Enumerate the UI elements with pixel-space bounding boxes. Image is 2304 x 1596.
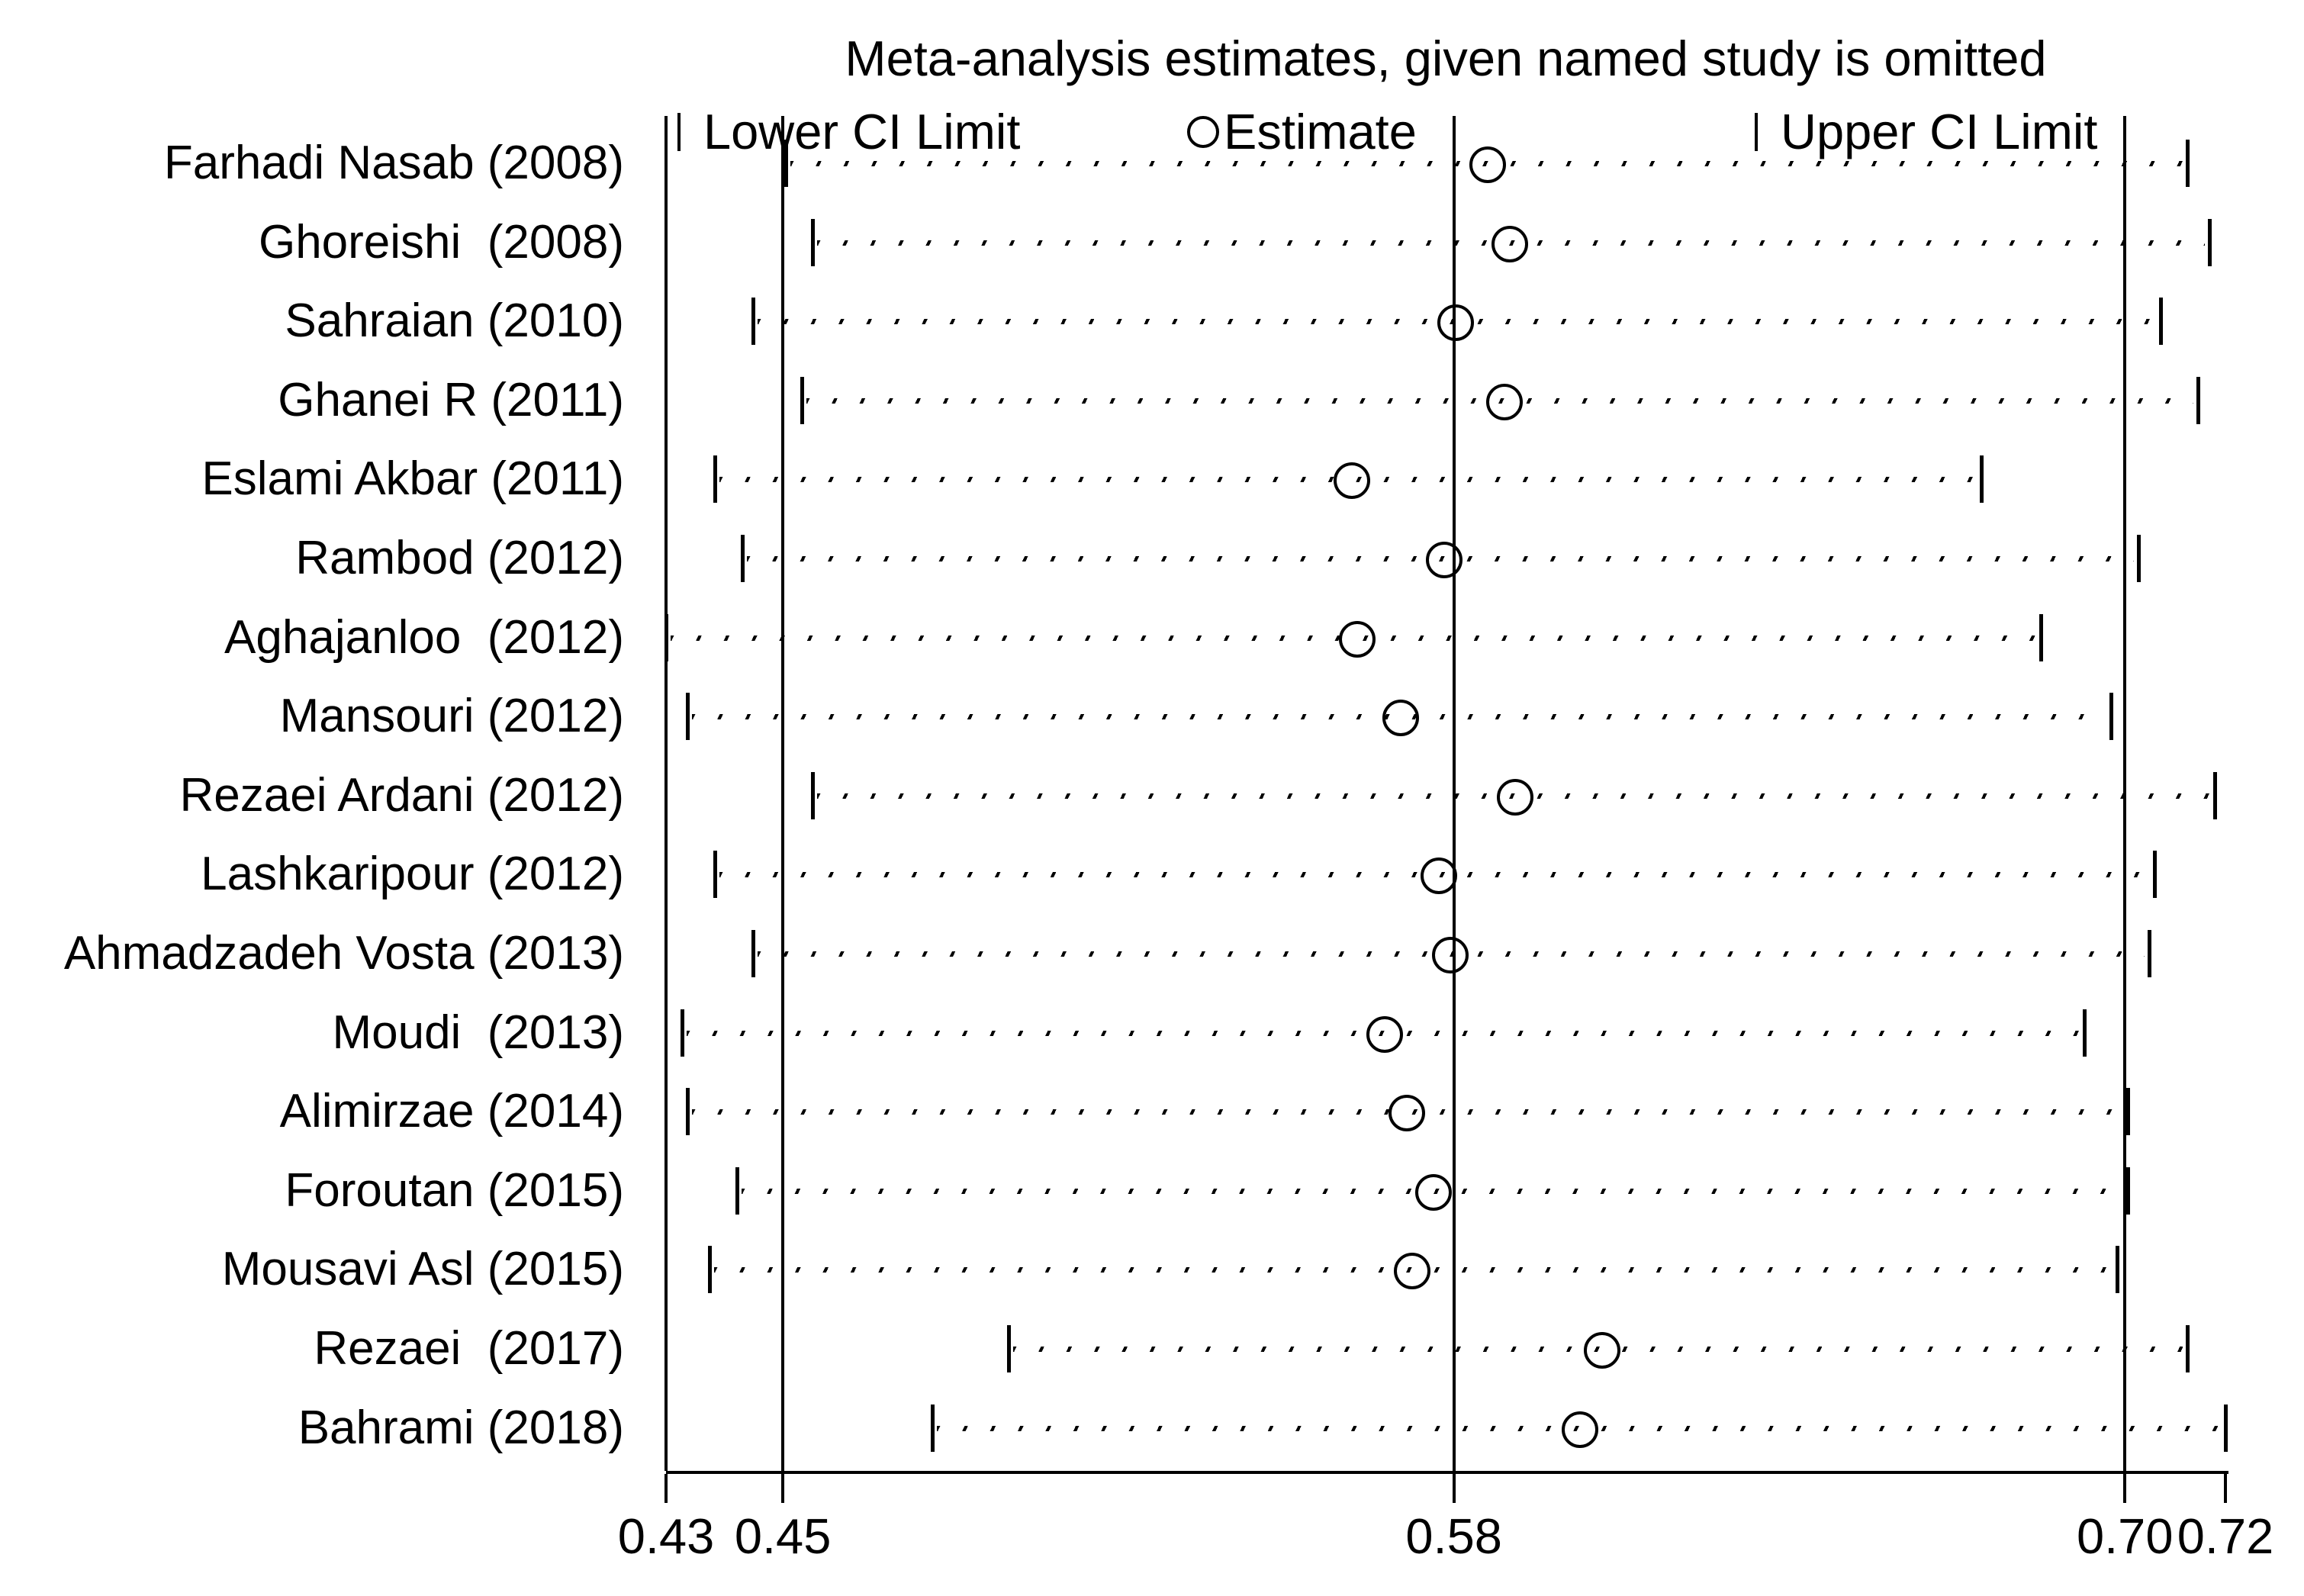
study-label: Rezaei (2017) (314, 1322, 624, 1375)
chart-title: Meta-analysis estimates, given named stu… (845, 31, 2047, 86)
lower-ci-tick (686, 1088, 690, 1136)
upper-ci-tick (2186, 140, 2190, 187)
estimate-circle (1431, 937, 1469, 973)
reference-line (781, 116, 785, 1471)
lower-ci-tick (1006, 1325, 1011, 1372)
x-axis-tick-label: 0.72 (2177, 1508, 2274, 1564)
upper-ci-tick (2224, 1404, 2228, 1452)
estimate-circle (1469, 146, 1507, 183)
upper-ci-tick (2125, 1166, 2130, 1215)
study-label: Alimirzae (2014) (279, 1085, 624, 1138)
study-label: Mousavi Asl (2015) (221, 1243, 624, 1296)
x-axis-tick-label: 0.43 (617, 1508, 715, 1564)
study-label: Moudi (2013) (332, 1006, 624, 1059)
lower-ci-tick (686, 693, 690, 741)
lower-ci-tick (811, 218, 816, 266)
lower-ci-tick (713, 455, 718, 504)
reference-line (664, 116, 668, 1471)
upper-ci-tick (2115, 1246, 2119, 1294)
estimate-circle (1485, 383, 1523, 420)
x-axis-tick-label: 0.58 (1405, 1508, 1502, 1564)
study-label: Rambod (2012) (295, 532, 624, 584)
study-label: Ghanei R (2011) (278, 373, 624, 426)
study-label: Lashkaripour (2012) (201, 848, 624, 901)
estimate-circle (1583, 1332, 1620, 1369)
study-label: Aghajanloo (2012) (224, 610, 624, 664)
lower-ci-tick (930, 1404, 935, 1452)
x-axis-tick (1452, 1474, 1456, 1503)
estimate-circle (1497, 778, 1534, 816)
upper-ci-tick (2109, 693, 2114, 741)
upper-ci-tick (2137, 535, 2141, 582)
study-label: Farhadi Nasab (2008) (163, 137, 624, 189)
x-axis-tick-label: 0.70 (2076, 1508, 2174, 1564)
study-label: Sahraian (2010) (285, 294, 624, 348)
study-label: Rezaei Ardani (2012) (179, 768, 624, 822)
upper-ci-tick (2207, 218, 2212, 266)
x-axis-tick (781, 1474, 785, 1503)
upper-ci-tick (1979, 455, 1984, 504)
upper-ci-tick (2158, 298, 2163, 346)
lower-ci-tick (751, 298, 755, 346)
legend-lower-ci-tick-icon (677, 113, 681, 151)
x-axis-tick (664, 1474, 668, 1503)
lower-ci-tick (707, 1246, 712, 1294)
x-axis-line (666, 1471, 2228, 1474)
estimate-circle (1334, 462, 1371, 500)
lower-ci-tick (740, 535, 745, 582)
lower-ci-tick (784, 140, 788, 187)
lower-ci-tick (713, 851, 718, 899)
legend-upper-ci-label: Upper CI Limit (1781, 104, 2098, 159)
estimate-circle (1339, 620, 1376, 658)
study-label: Eslami Akbar (2011) (201, 452, 624, 506)
legend-upper-ci-tick-icon (1755, 113, 1758, 151)
upper-ci-tick (2148, 930, 2152, 977)
lower-ci-tick (800, 376, 805, 424)
estimate-circle (1366, 1015, 1404, 1053)
x-axis-tick (2123, 1474, 2127, 1503)
study-label: Ghoreishi (2008) (258, 215, 624, 269)
legend-estimate-label: Estimate (1224, 104, 1417, 159)
study-label: Mansouri (2012) (279, 690, 624, 743)
estimate-circle (1562, 1411, 1599, 1448)
legend-lower-ci-label: Lower CI Limit (703, 104, 1021, 159)
upper-ci-tick (2196, 376, 2201, 424)
estimate-circle (1421, 858, 1458, 895)
x-axis-tick-label: 0.45 (734, 1508, 832, 1564)
lower-ci-tick (735, 1166, 739, 1215)
upper-ci-tick (2125, 1088, 2130, 1136)
estimate-circle (1393, 1253, 1430, 1290)
upper-ci-tick (2153, 851, 2158, 899)
legend-estimate-circle-icon (1187, 116, 1219, 148)
study-label: Bahrami (2018) (298, 1401, 624, 1454)
lower-ci-tick (681, 1009, 685, 1057)
study-label: Ahmadzadeh Vosta (2013) (63, 927, 624, 980)
estimate-circle (1426, 542, 1463, 578)
upper-ci-tick (2082, 1009, 2087, 1057)
estimate-circle (1388, 1095, 1425, 1132)
estimate-circle (1437, 304, 1474, 342)
x-axis-tick (2224, 1474, 2227, 1503)
estimate-circle (1382, 700, 1420, 737)
study-label: Foroutan (2015) (285, 1163, 624, 1217)
upper-ci-tick (2186, 1325, 2190, 1372)
estimate-circle (1415, 1173, 1453, 1211)
estimate-circle (1491, 225, 1528, 262)
lower-ci-tick (751, 930, 755, 977)
lower-ci-tick (664, 613, 668, 661)
upper-ci-tick (2212, 771, 2217, 819)
lower-ci-tick (811, 771, 816, 819)
upper-ci-tick (2039, 613, 2043, 661)
